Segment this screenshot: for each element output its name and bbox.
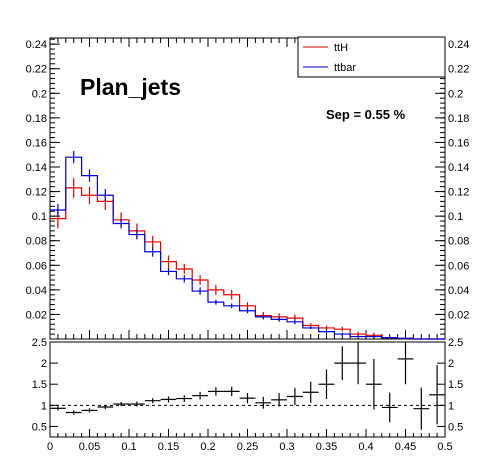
legend-label-ttbar: ttbar bbox=[334, 62, 356, 74]
ratio-x-tick-label: 0.3 bbox=[279, 441, 294, 453]
ratio-x-axis: 0 0.05 0.1 0.15 0.2 0.25 0.3 0.35 0.4 0.45 0.5 bbox=[47, 429, 453, 453]
main-y-tick-label: 0.14 bbox=[26, 162, 47, 174]
legend: ttH ttbar bbox=[297, 36, 446, 78]
ratio-x-tick-label: 0 bbox=[47, 441, 53, 453]
ratio-y-tick-label: 0.5 bbox=[32, 421, 47, 433]
main-y-tick-label-right: 0.24 bbox=[448, 39, 469, 51]
main-y-tick-label-right: 0.18 bbox=[448, 113, 469, 125]
main-y-tick-label: 0.1 bbox=[32, 211, 47, 223]
main-y-tick-label: 0.12 bbox=[26, 187, 47, 199]
ratio-y-tick-label: 1 bbox=[41, 400, 47, 412]
ratio-x-tick-label: 0.5 bbox=[437, 441, 452, 453]
ratio-y-tick-label-right: 1.5 bbox=[448, 379, 463, 391]
legend-label-tth: ttH bbox=[334, 42, 348, 54]
separation-annotation: Sep = 0.55 % bbox=[326, 107, 406, 122]
main-y-tick-label-right: 0.08 bbox=[448, 236, 469, 248]
ratio-y-tick-label: 1.5 bbox=[32, 379, 47, 391]
series-ttbar-line bbox=[50, 156, 445, 340]
ratio-y-tick-label: 2.5 bbox=[32, 337, 47, 349]
ratio-points-group bbox=[50, 342, 445, 430]
ratio-y-axis: 0.5 0.5 1 1 1.5 1.5 2 2 2.5 2.5 bbox=[32, 337, 464, 433]
ratio-y-tick-label-right: 1 bbox=[448, 400, 454, 412]
main-y-tick-label-right: 0.02 bbox=[448, 309, 469, 321]
ratio-x-tick-label: 0.1 bbox=[121, 441, 136, 453]
ratio-y-tick-label-right: 0.5 bbox=[448, 421, 463, 433]
main-y-tick-label-right: 0.22 bbox=[448, 64, 469, 76]
ratio-plot: 0 0.05 0.1 0.15 0.2 0.25 0.3 0.35 0.4 0.45 0.5 0.5… bbox=[32, 337, 464, 453]
ratio-x-tick-label: 0.35 bbox=[316, 441, 337, 453]
main-y-tick-label: 0.04 bbox=[26, 285, 47, 297]
main-y-tick-label-right: 0.1 bbox=[448, 211, 463, 223]
main-y-tick-label: 0.16 bbox=[26, 137, 47, 149]
ratio-y-tick-label-right: 2.5 bbox=[448, 337, 463, 349]
main-y-tick-label: 0.02 bbox=[26, 309, 47, 321]
main-series-group bbox=[50, 151, 445, 340]
chart-title: Plan_jets bbox=[80, 74, 181, 100]
ratio-x-tick-label: 0.2 bbox=[200, 441, 215, 453]
main-y-tick-label-right: 0.04 bbox=[448, 285, 469, 297]
legend-box bbox=[297, 36, 446, 78]
main-y-tick-label-right: 0.16 bbox=[448, 137, 469, 149]
main-plot: 0.02 0.02 0.04 0.04 0.06 0.06 0.08 0.08 0.1 0.1 0.… bbox=[26, 36, 469, 340]
ratio-x-tick-label: 0.25 bbox=[237, 441, 258, 453]
ratio-x-tick-label: 0.4 bbox=[358, 441, 373, 453]
main-y-tick-label-right: 0.06 bbox=[448, 260, 469, 272]
main-y-tick-label-right: 0.12 bbox=[448, 187, 469, 199]
ratio-x-tick-label: 0.05 bbox=[79, 441, 100, 453]
main-y-tick-label-right: 0.2 bbox=[448, 88, 463, 100]
ratio-x-tick-label: 0.45 bbox=[395, 441, 416, 453]
main-y-tick-label-right: 0.14 bbox=[448, 162, 469, 174]
main-y-tick-label: 0.22 bbox=[26, 64, 47, 76]
main-y-tick-label: 0.24 bbox=[26, 39, 47, 51]
main-y-tick-label: 0.08 bbox=[26, 236, 47, 248]
main-y-tick-label: 0.06 bbox=[26, 260, 47, 272]
ratio-y-tick-label-right: 2 bbox=[448, 358, 454, 370]
main-y-tick-label: 0.2 bbox=[32, 88, 47, 100]
ratio-x-tick-label: 0.15 bbox=[158, 441, 179, 453]
ratio-y-tick-label: 2 bbox=[41, 358, 47, 370]
main-y-tick-label: 0.18 bbox=[26, 113, 47, 125]
